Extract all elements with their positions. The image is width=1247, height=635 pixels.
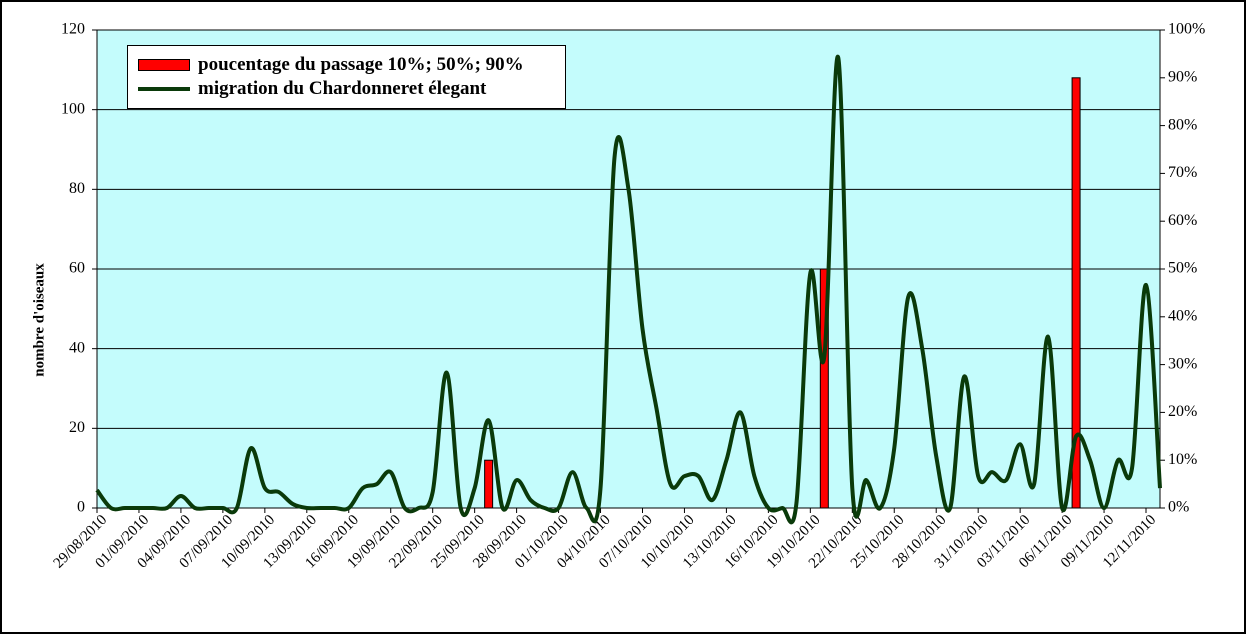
y2-tick-label: 10% xyxy=(1168,451,1197,468)
bar xyxy=(484,459,494,509)
bar xyxy=(1071,77,1081,509)
y2-tick-label: 70% xyxy=(1168,164,1197,181)
y2-tick-label: 50% xyxy=(1168,260,1197,277)
y2-tick-label: 0% xyxy=(1168,499,1189,516)
y2-tick-label: 90% xyxy=(1168,68,1197,85)
y2-tick-label: 40% xyxy=(1168,307,1197,324)
y2-tick-label: 60% xyxy=(1168,212,1197,229)
y-tick-label: 20 xyxy=(69,419,85,436)
y-tick-label: 40 xyxy=(69,339,85,356)
legend-swatch xyxy=(138,87,190,91)
y-tick-label: 100 xyxy=(61,100,85,117)
y-tick-label: 80 xyxy=(69,180,85,197)
y-tick-label: 120 xyxy=(61,21,85,38)
y-tick-label: 0 xyxy=(77,499,85,516)
legend-item: poucentage du passage 10%; 50%; 90% xyxy=(138,54,559,76)
y2-tick-label: 30% xyxy=(1168,355,1197,372)
y-axis-title: nombre d'oiseaux xyxy=(31,263,47,377)
y-tick-label: 60 xyxy=(69,260,85,277)
legend-swatch xyxy=(138,59,190,71)
y2-tick-label: 20% xyxy=(1168,403,1197,420)
line xyxy=(95,54,1162,525)
legend-label: migration du Chardonneret élegant xyxy=(198,78,487,99)
legend-item: migration du Chardonneret élegant xyxy=(138,78,559,100)
legend-label: poucentage du passage 10%; 50%; 90% xyxy=(198,54,524,75)
legend: poucentage du passage 10%; 50%; 90% migra… xyxy=(127,45,566,109)
bar xyxy=(819,268,829,509)
y2-tick-label: 80% xyxy=(1168,116,1197,133)
y2-tick-label: 100% xyxy=(1168,21,1205,38)
